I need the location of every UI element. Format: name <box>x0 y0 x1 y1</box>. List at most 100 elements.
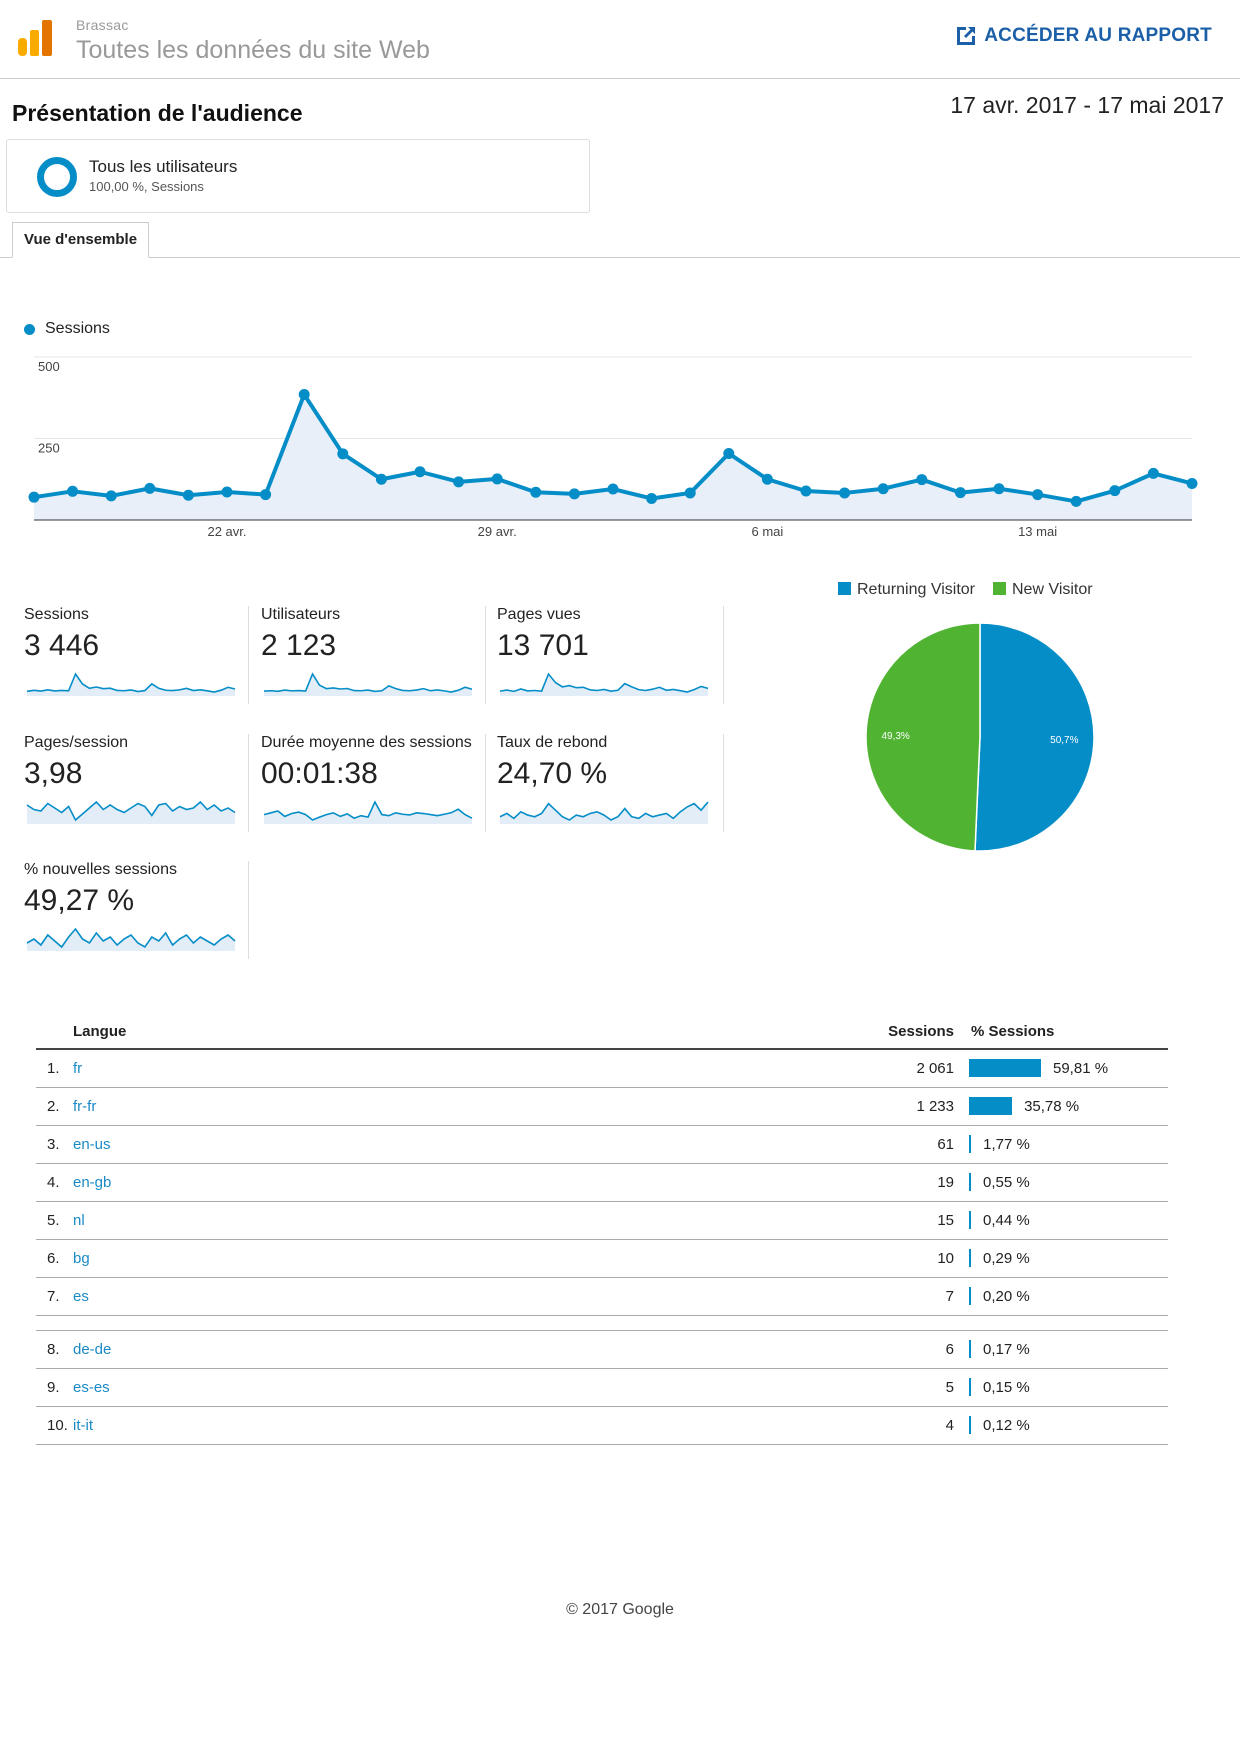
sessions-point[interactable] <box>298 388 310 400</box>
sessions-point[interactable] <box>28 491 40 503</box>
share-bar <box>969 1287 971 1305</box>
metric-card[interactable]: Pages vues 13 701 <box>497 606 709 704</box>
table-row[interactable]: 3. en-us 61 1,77 % <box>36 1126 1168 1164</box>
sparkline-area <box>27 929 235 951</box>
language-link[interactable]: en-gb <box>73 1174 112 1191</box>
row-rank: 6. <box>47 1250 60 1267</box>
sessions-point[interactable] <box>1186 477 1198 489</box>
row-pct-sessions: 0,17 % <box>983 1341 1030 1358</box>
legend-returning-label: Returning Visitor <box>857 581 975 598</box>
table-row[interactable]: 7. es 7 0,20 % <box>36 1278 1168 1316</box>
sessions-point[interactable] <box>993 483 1005 495</box>
table-row[interactable]: 6. bg 10 0,29 % <box>36 1240 1168 1278</box>
open-report-label: ACCÉDER AU RAPPORT <box>984 25 1212 46</box>
metric-divider <box>248 861 249 959</box>
sessions-point[interactable] <box>144 482 156 494</box>
sessions-point[interactable] <box>800 485 812 497</box>
row-sessions: 61 <box>937 1136 954 1153</box>
sessions-point[interactable] <box>761 473 773 485</box>
sessions-point[interactable] <box>67 485 79 497</box>
pie-slice-label: 50,7% <box>1050 735 1078 746</box>
row-rank: 9. <box>47 1379 60 1396</box>
metric-card[interactable]: Taux de rebond 24,70 % <box>497 734 709 832</box>
metric-card[interactable]: Durée moyenne des sessions 00:01:38 <box>261 734 473 832</box>
view-title: Toutes les données du site Web <box>76 36 430 64</box>
sessions-point[interactable] <box>337 448 349 460</box>
language-link[interactable]: nl <box>73 1212 85 1229</box>
share-bar <box>969 1173 971 1191</box>
metric-card[interactable]: Pages/session 3,98 <box>24 734 236 832</box>
language-link[interactable]: es-es <box>73 1379 110 1396</box>
table-row[interactable]: 10. it-it 4 0,12 % <box>36 1407 1168 1445</box>
share-bar <box>969 1416 971 1434</box>
language-link[interactable]: it-it <box>73 1417 93 1434</box>
sparkline-area <box>264 674 472 696</box>
language-link[interactable]: fr <box>73 1060 83 1077</box>
table-row[interactable]: 4. en-gb 19 0,55 % <box>36 1164 1168 1202</box>
table-row[interactable]: 1. fr 2 061 59,81 % <box>36 1050 1168 1088</box>
sessions-point[interactable] <box>221 486 233 498</box>
open-report-link[interactable]: ACCÉDER AU RAPPORT <box>954 24 1212 48</box>
x-tick-label: 22 avr. <box>207 524 246 539</box>
row-rank: 5. <box>47 1212 60 1229</box>
pie-slice-new[interactable] <box>865 622 981 852</box>
pie-slice-returning[interactable] <box>974 622 1095 852</box>
table-row[interactable]: 2. fr-fr 1 233 35,78 % <box>36 1088 1168 1126</box>
sessions-point[interactable] <box>723 447 735 459</box>
share-bar <box>969 1097 1013 1115</box>
language-link[interactable]: bg <box>73 1250 90 1267</box>
language-link[interactable]: de-de <box>73 1341 112 1358</box>
sessions-point[interactable] <box>491 473 503 485</box>
row-sessions: 4 <box>945 1417 954 1434</box>
tab-overview[interactable]: Vue d'ensemble <box>12 222 150 258</box>
row-sessions: 1 233 <box>916 1098 954 1115</box>
sessions-point[interactable] <box>568 488 580 500</box>
sessions-point[interactable] <box>877 483 889 495</box>
sessions-point[interactable] <box>105 490 117 502</box>
segment-card[interactable]: Tous les utilisateurs 100,00 %, Sessions <box>6 139 590 213</box>
y-tick-label: 500 <box>38 359 60 374</box>
sessions-point[interactable] <box>839 487 851 499</box>
sessions-point[interactable] <box>182 489 194 501</box>
language-link[interactable]: es <box>73 1288 89 1305</box>
metric-card[interactable]: Sessions 3 446 <box>24 606 236 704</box>
metric-card[interactable]: Utilisateurs 2 123 <box>261 606 473 704</box>
row-pct-sessions: 35,78 % <box>1024 1098 1080 1115</box>
sessions-point[interactable] <box>530 486 542 498</box>
sessions-point[interactable] <box>414 466 426 478</box>
metric-value: 3,98 <box>24 757 83 790</box>
metric-label: Taux de rebond <box>497 734 608 751</box>
sessions-point[interactable] <box>1147 467 1159 479</box>
language-table: Langue Sessions % Sessions 1. fr 2 061 59,8… <box>36 1014 1168 1445</box>
share-bar <box>969 1249 971 1267</box>
metric-card[interactable]: % nouvelles sessions 49,27 % <box>24 861 236 959</box>
sparkline-line <box>26 672 236 693</box>
table-row[interactable]: 5. nl 15 0,44 % <box>36 1202 1168 1240</box>
sessions-point[interactable] <box>1070 495 1082 507</box>
sessions-point[interactable] <box>684 487 696 499</box>
sessions-point[interactable] <box>1032 489 1044 501</box>
header-pct-sessions: % Sessions <box>971 1023 1055 1040</box>
sessions-legend-label: Sessions <box>45 320 110 337</box>
share-bar <box>969 1135 972 1153</box>
x-tick-label: 6 mai <box>752 524 784 539</box>
table-row[interactable]: 9. es-es 5 0,15 % <box>36 1369 1168 1407</box>
sessions-point[interactable] <box>607 483 619 495</box>
language-link[interactable]: fr-fr <box>73 1098 97 1115</box>
row-pct-sessions: 0,29 % <box>983 1250 1030 1267</box>
sessions-point[interactable] <box>954 487 966 499</box>
metric-divider <box>248 606 249 704</box>
sessions-point[interactable] <box>375 473 387 485</box>
sessions-point[interactable] <box>1109 485 1121 497</box>
sessions-point[interactable] <box>260 489 272 501</box>
language-link[interactable]: en-us <box>73 1136 111 1153</box>
row-rank: 7. <box>47 1288 60 1305</box>
sessions-point[interactable] <box>646 492 658 504</box>
sparkline-area <box>500 674 708 696</box>
sessions-point[interactable] <box>453 476 465 488</box>
table-row[interactable]: 8. de-de 6 0,17 % <box>36 1330 1168 1369</box>
metric-sparkline <box>263 672 473 696</box>
y-tick-label: 250 <box>38 441 60 456</box>
metric-value: 00:01:38 <box>261 757 378 790</box>
sessions-point[interactable] <box>916 474 928 486</box>
